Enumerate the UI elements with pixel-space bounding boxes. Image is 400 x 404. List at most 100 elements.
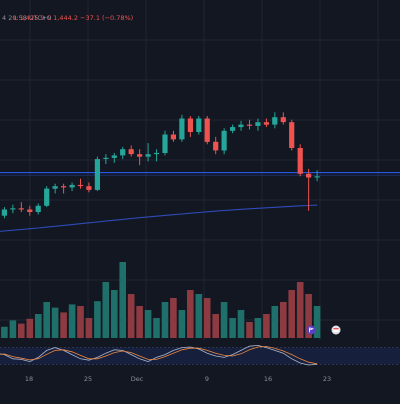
candle (86, 182, 92, 193)
candle-body (255, 122, 261, 126)
volume-bar (313, 306, 321, 338)
candle (120, 146, 126, 160)
volume-bar (153, 318, 160, 338)
candle-body (280, 117, 286, 123)
volume-bar (111, 290, 118, 338)
x-tick-label: 16 (264, 375, 272, 383)
candle-body (170, 134, 176, 140)
candle-body (238, 124, 244, 128)
candle-body (196, 118, 202, 132)
candle (204, 116, 210, 145)
candle-body (204, 118, 210, 142)
volume-bars (1, 262, 321, 338)
flag-icon[interactable] (306, 325, 316, 335)
candle (272, 112, 278, 129)
candle (255, 118, 261, 131)
candle (111, 152, 117, 163)
candle (44, 186, 50, 208)
candle (69, 182, 75, 192)
candle (179, 114, 185, 142)
candle-body (179, 118, 185, 140)
candle (77, 178, 84, 189)
candle-body (111, 155, 117, 158)
candle-body (162, 134, 168, 153)
stochastic-panel (0, 344, 400, 366)
volume-bar (254, 318, 262, 338)
candle-body (1, 209, 7, 216)
volume-bar (60, 312, 67, 338)
candle-body (52, 186, 58, 189)
volume-bar (170, 298, 177, 338)
calendar-icon[interactable] (331, 325, 341, 335)
candle-body (69, 184, 75, 188)
candle (162, 130, 168, 156)
candle-body (86, 186, 92, 190)
candle (263, 118, 269, 128)
volume-bar (212, 314, 219, 338)
volume-bar (187, 290, 194, 338)
candle-body (103, 157, 109, 159)
candle-body (94, 159, 100, 190)
candle (170, 130, 176, 142)
volume-bar (68, 304, 76, 338)
candle (187, 116, 193, 137)
header-ohlc-text: L 1,425.9 C 1,444.2 −37.1 (−0.78%) (14, 14, 133, 22)
candle-body (145, 154, 151, 157)
candle (145, 143, 151, 162)
candle-body (18, 208, 24, 210)
volume-bar (119, 262, 126, 338)
candle-body (35, 205, 41, 212)
candle (280, 112, 286, 125)
volume-bar (51, 307, 59, 338)
candle (94, 156, 100, 192)
volume-bar (1, 326, 8, 338)
stochastic-band (0, 347, 400, 365)
volume-bar (195, 294, 203, 338)
candle-body (77, 184, 84, 187)
candle (238, 120, 244, 131)
volume-bar (127, 294, 135, 338)
candle (61, 183, 67, 194)
candle (103, 154, 109, 164)
candle-body (44, 188, 50, 206)
candle-body (120, 149, 126, 156)
volume-bar (18, 323, 25, 338)
candle-body (27, 209, 33, 212)
volume-bar (296, 282, 304, 338)
volume-bar (246, 322, 253, 338)
moving-average-layer (0, 204, 318, 232)
candle-body (61, 186, 67, 188)
candles (1, 112, 320, 219)
candle-body (128, 149, 134, 155)
volume-bar (280, 302, 287, 338)
candle (27, 205, 33, 216)
horizontal-line-layer[interactable] (0, 172, 400, 176)
candle (297, 144, 303, 177)
x-tick-label: 25 (84, 375, 92, 383)
volume-bar (229, 318, 236, 338)
header-timestamp: 4 20:58 UTC+9 (2, 14, 51, 22)
candle (246, 119, 253, 130)
volume-bar (178, 310, 186, 338)
x-tick-label: 9 (205, 375, 209, 383)
candle (289, 119, 295, 151)
candle-body (137, 154, 143, 157)
candle (221, 128, 227, 155)
volume-bar (77, 306, 84, 338)
candle (18, 202, 24, 212)
candle (52, 183, 58, 194)
volume-bar (136, 306, 143, 338)
volume-bar (263, 314, 270, 338)
candle (128, 145, 134, 157)
candle (213, 136, 219, 155)
volume-bar (102, 282, 110, 338)
x-axis: 18 25 Dec 9 16 23 (25, 375, 331, 383)
volume-bar (288, 290, 295, 338)
candle-body (153, 152, 160, 155)
candle (1, 207, 7, 219)
moving-average-line (0, 204, 318, 232)
volume-bar (43, 302, 50, 338)
volume-bar (26, 318, 34, 338)
